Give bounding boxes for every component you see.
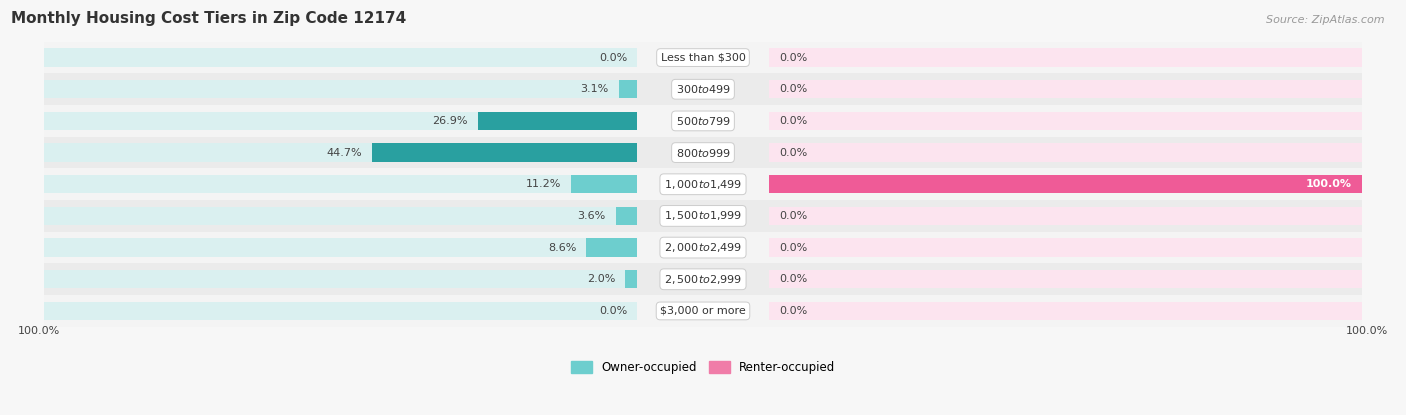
Text: $2,500 to $2,999: $2,500 to $2,999	[664, 273, 742, 286]
Text: 0.0%: 0.0%	[779, 306, 807, 316]
Bar	[44, 295, 1362, 327]
Text: 2.0%: 2.0%	[586, 274, 616, 284]
Bar	[44, 232, 1362, 264]
Bar	[769, 144, 1362, 162]
Bar	[44, 49, 637, 67]
Bar	[44, 175, 637, 193]
Text: 3.1%: 3.1%	[581, 84, 609, 94]
Bar	[769, 302, 1362, 320]
Bar	[616, 207, 637, 225]
Bar	[478, 112, 637, 130]
Bar	[769, 207, 1362, 225]
Text: Monthly Housing Cost Tiers in Zip Code 12174: Monthly Housing Cost Tiers in Zip Code 1…	[11, 11, 406, 26]
Text: $800 to $999: $800 to $999	[675, 146, 731, 159]
Bar	[586, 238, 637, 257]
Bar	[44, 270, 637, 288]
Bar	[44, 302, 637, 320]
Bar	[769, 238, 1362, 257]
Text: 8.6%: 8.6%	[548, 243, 576, 253]
Bar	[44, 238, 637, 257]
Text: $1,000 to $1,499: $1,000 to $1,499	[664, 178, 742, 191]
Bar	[44, 42, 1362, 73]
Text: $500 to $799: $500 to $799	[675, 115, 731, 127]
Text: 0.0%: 0.0%	[779, 116, 807, 126]
Text: $3,000 or more: $3,000 or more	[661, 306, 745, 316]
Text: Less than $300: Less than $300	[661, 53, 745, 63]
Bar	[44, 200, 1362, 232]
Text: $2,000 to $2,499: $2,000 to $2,499	[664, 241, 742, 254]
Text: Source: ZipAtlas.com: Source: ZipAtlas.com	[1267, 15, 1385, 24]
Bar	[769, 270, 1362, 288]
Bar	[44, 264, 1362, 295]
Bar	[769, 175, 1362, 193]
Text: 0.0%: 0.0%	[779, 84, 807, 94]
Text: $300 to $499: $300 to $499	[675, 83, 731, 95]
Text: 0.0%: 0.0%	[779, 211, 807, 221]
Text: 11.2%: 11.2%	[526, 179, 561, 189]
Text: 0.0%: 0.0%	[779, 148, 807, 158]
Bar	[44, 144, 637, 162]
Bar	[769, 175, 1362, 193]
Bar	[769, 80, 1362, 98]
Bar	[769, 49, 1362, 67]
Bar	[571, 175, 637, 193]
Text: 0.0%: 0.0%	[779, 53, 807, 63]
Bar	[44, 168, 1362, 200]
Bar	[44, 112, 637, 130]
Text: 0.0%: 0.0%	[779, 243, 807, 253]
Bar	[769, 112, 1362, 130]
Bar	[44, 105, 1362, 137]
Text: 0.0%: 0.0%	[599, 53, 627, 63]
Text: $1,500 to $1,999: $1,500 to $1,999	[664, 210, 742, 222]
Bar	[44, 73, 1362, 105]
Text: 100.0%: 100.0%	[1306, 179, 1353, 189]
Bar	[619, 80, 637, 98]
Text: 26.9%: 26.9%	[432, 116, 468, 126]
Text: 100.0%: 100.0%	[18, 326, 60, 336]
Bar	[626, 270, 637, 288]
Text: 100.0%: 100.0%	[1346, 326, 1388, 336]
Text: 44.7%: 44.7%	[326, 148, 363, 158]
Bar	[44, 137, 1362, 168]
Legend: Owner-occupied, Renter-occupied: Owner-occupied, Renter-occupied	[565, 356, 841, 378]
Text: 3.6%: 3.6%	[578, 211, 606, 221]
Bar	[44, 207, 637, 225]
Text: 0.0%: 0.0%	[779, 274, 807, 284]
Bar	[373, 144, 637, 162]
Bar	[44, 80, 637, 98]
Text: 0.0%: 0.0%	[599, 306, 627, 316]
